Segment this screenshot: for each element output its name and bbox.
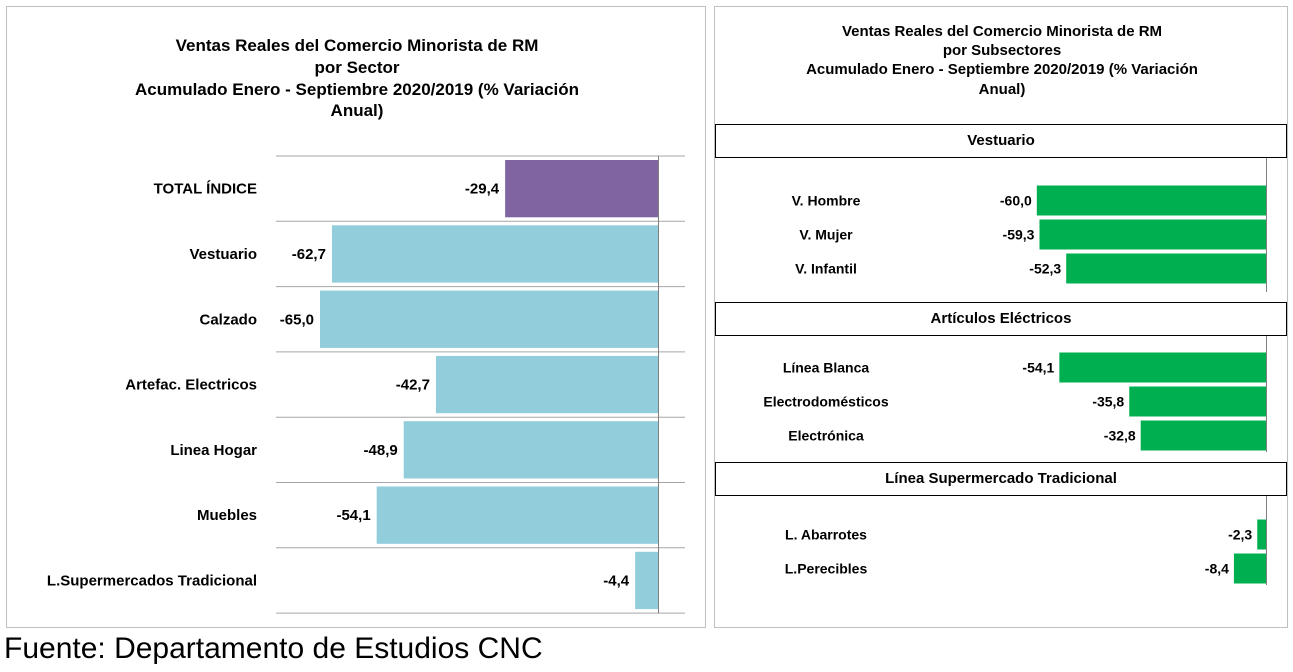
bar-v-mujer [1039,219,1266,250]
category-label-v-hombre: V. Hombre [792,193,861,209]
subsector-chart-panel: Ventas Reales del Comercio Minorista de … [714,6,1288,628]
subsector-chart-title-line-2: por Subsectores [942,42,1062,60]
category-label-artefac-electricos: Artefac. Electricos [125,377,257,394]
source-note: Fuente: Departamento de Estudios CNC [4,632,543,665]
bar-total-indice [505,160,658,218]
sector-chart-title-line-1: Ventas Reales del Comercio Minorista de … [175,36,539,55]
value-label-l-perecibles: -8,4 [1205,561,1229,577]
bar-l-perecibles [1233,553,1266,584]
subsector-bar-chart: V. Hombre -60,0 V. Mujer -59,3 V. Infantil -5… [763,158,1267,585]
subsector-chart-title-line-3: Acumulado Enero - Septiembre 2020/2019 (… [806,61,1198,79]
bar-l-supermercados-tradicional [635,551,658,610]
bar-v-hombre [1036,185,1266,216]
group-header-vestuario: Vestuario [715,124,1287,158]
group-header-articulos-electricos: Artículos Eléctricos [715,302,1287,336]
category-label-vestuario: Vestuario [189,246,257,263]
category-label-linea-blanca: Línea Blanca [783,360,870,376]
bar-linea-blanca [1059,352,1266,383]
sector-chart-title: Ventas Reales del Comercio Minorista de … [107,35,607,122]
bar-linea-hogar [403,421,658,479]
value-label-linea-hogar: -48,9 [364,442,398,459]
subsector-chart-title: Ventas Reales del Comercio Minorista de … [755,22,1249,99]
sector-chart-title-line-4: Anual) [330,101,384,121]
bar-vestuario [331,225,658,283]
category-label-l-supermercados-tradicional: L.Supermercados Tradicional [47,572,257,589]
value-label-electrodomesticos: -35,8 [1092,394,1124,410]
category-label-l-perecibles: L.Perecibles [785,561,868,577]
category-label-calzado: Calzado [199,311,257,328]
group-header-supermercado: Línea Supermercado Tradicional [715,462,1287,496]
value-label-v-infantil: -52,3 [1029,261,1061,277]
bar-electronica [1140,420,1266,451]
value-label-calzado: -65,0 [280,311,314,328]
bar-muebles [376,486,658,544]
value-label-v-hombre: -60,0 [1000,193,1032,209]
value-label-artefac-electricos: -42,7 [396,377,430,394]
bar-calzado [320,290,658,348]
value-label-total-indice: -29,4 [465,181,500,198]
value-label-muebles: -54,1 [336,507,370,524]
bar-artefac-electricos [435,355,658,414]
bar-electrodomesticos [1129,386,1266,417]
sector-chart-title-line-2: por Sector [314,57,400,77]
category-label-muebles: Muebles [197,507,257,524]
value-label-l-supermercados-tradicional: -4,4 [603,572,630,589]
value-label-linea-blanca: -54,1 [1022,360,1054,376]
category-label-electronica: Electrónica [788,428,864,444]
bar-l-abarrotes [1257,519,1266,550]
sector-chart-title-line-3: Acumulado Enero - Septiembre 2020/2019 (… [134,79,580,99]
sector-bar-chart: TOTAL ÍNDICE -29,4 Vestuario -62,7 Calzado -6… [47,155,685,614]
category-label-l-abarrotes: L. Abarrotes [785,527,867,543]
value-label-electronica: -32,8 [1104,428,1136,444]
bar-v-infantil [1066,253,1266,284]
value-label-vestuario: -62,7 [292,246,326,263]
value-label-v-mujer: -59,3 [1003,227,1035,243]
category-label-total-indice: TOTAL ÍNDICE [154,181,257,198]
subsector-chart-title-line-4: Anual) [978,80,1026,98]
sector-chart-panel: Ventas Reales del Comercio Minorista de … [6,6,706,628]
subsector-chart-title-line-1: Ventas Reales del Comercio Minorista de … [841,23,1163,40]
category-label-v-mujer: V. Mujer [799,227,853,243]
value-label-l-abarrotes: -2,3 [1228,527,1252,543]
category-label-electrodomesticos: Electrodomésticos [763,394,888,410]
category-label-v-infantil: V. Infantil [795,261,857,277]
category-label-linea-hogar: Linea Hogar [170,442,257,459]
